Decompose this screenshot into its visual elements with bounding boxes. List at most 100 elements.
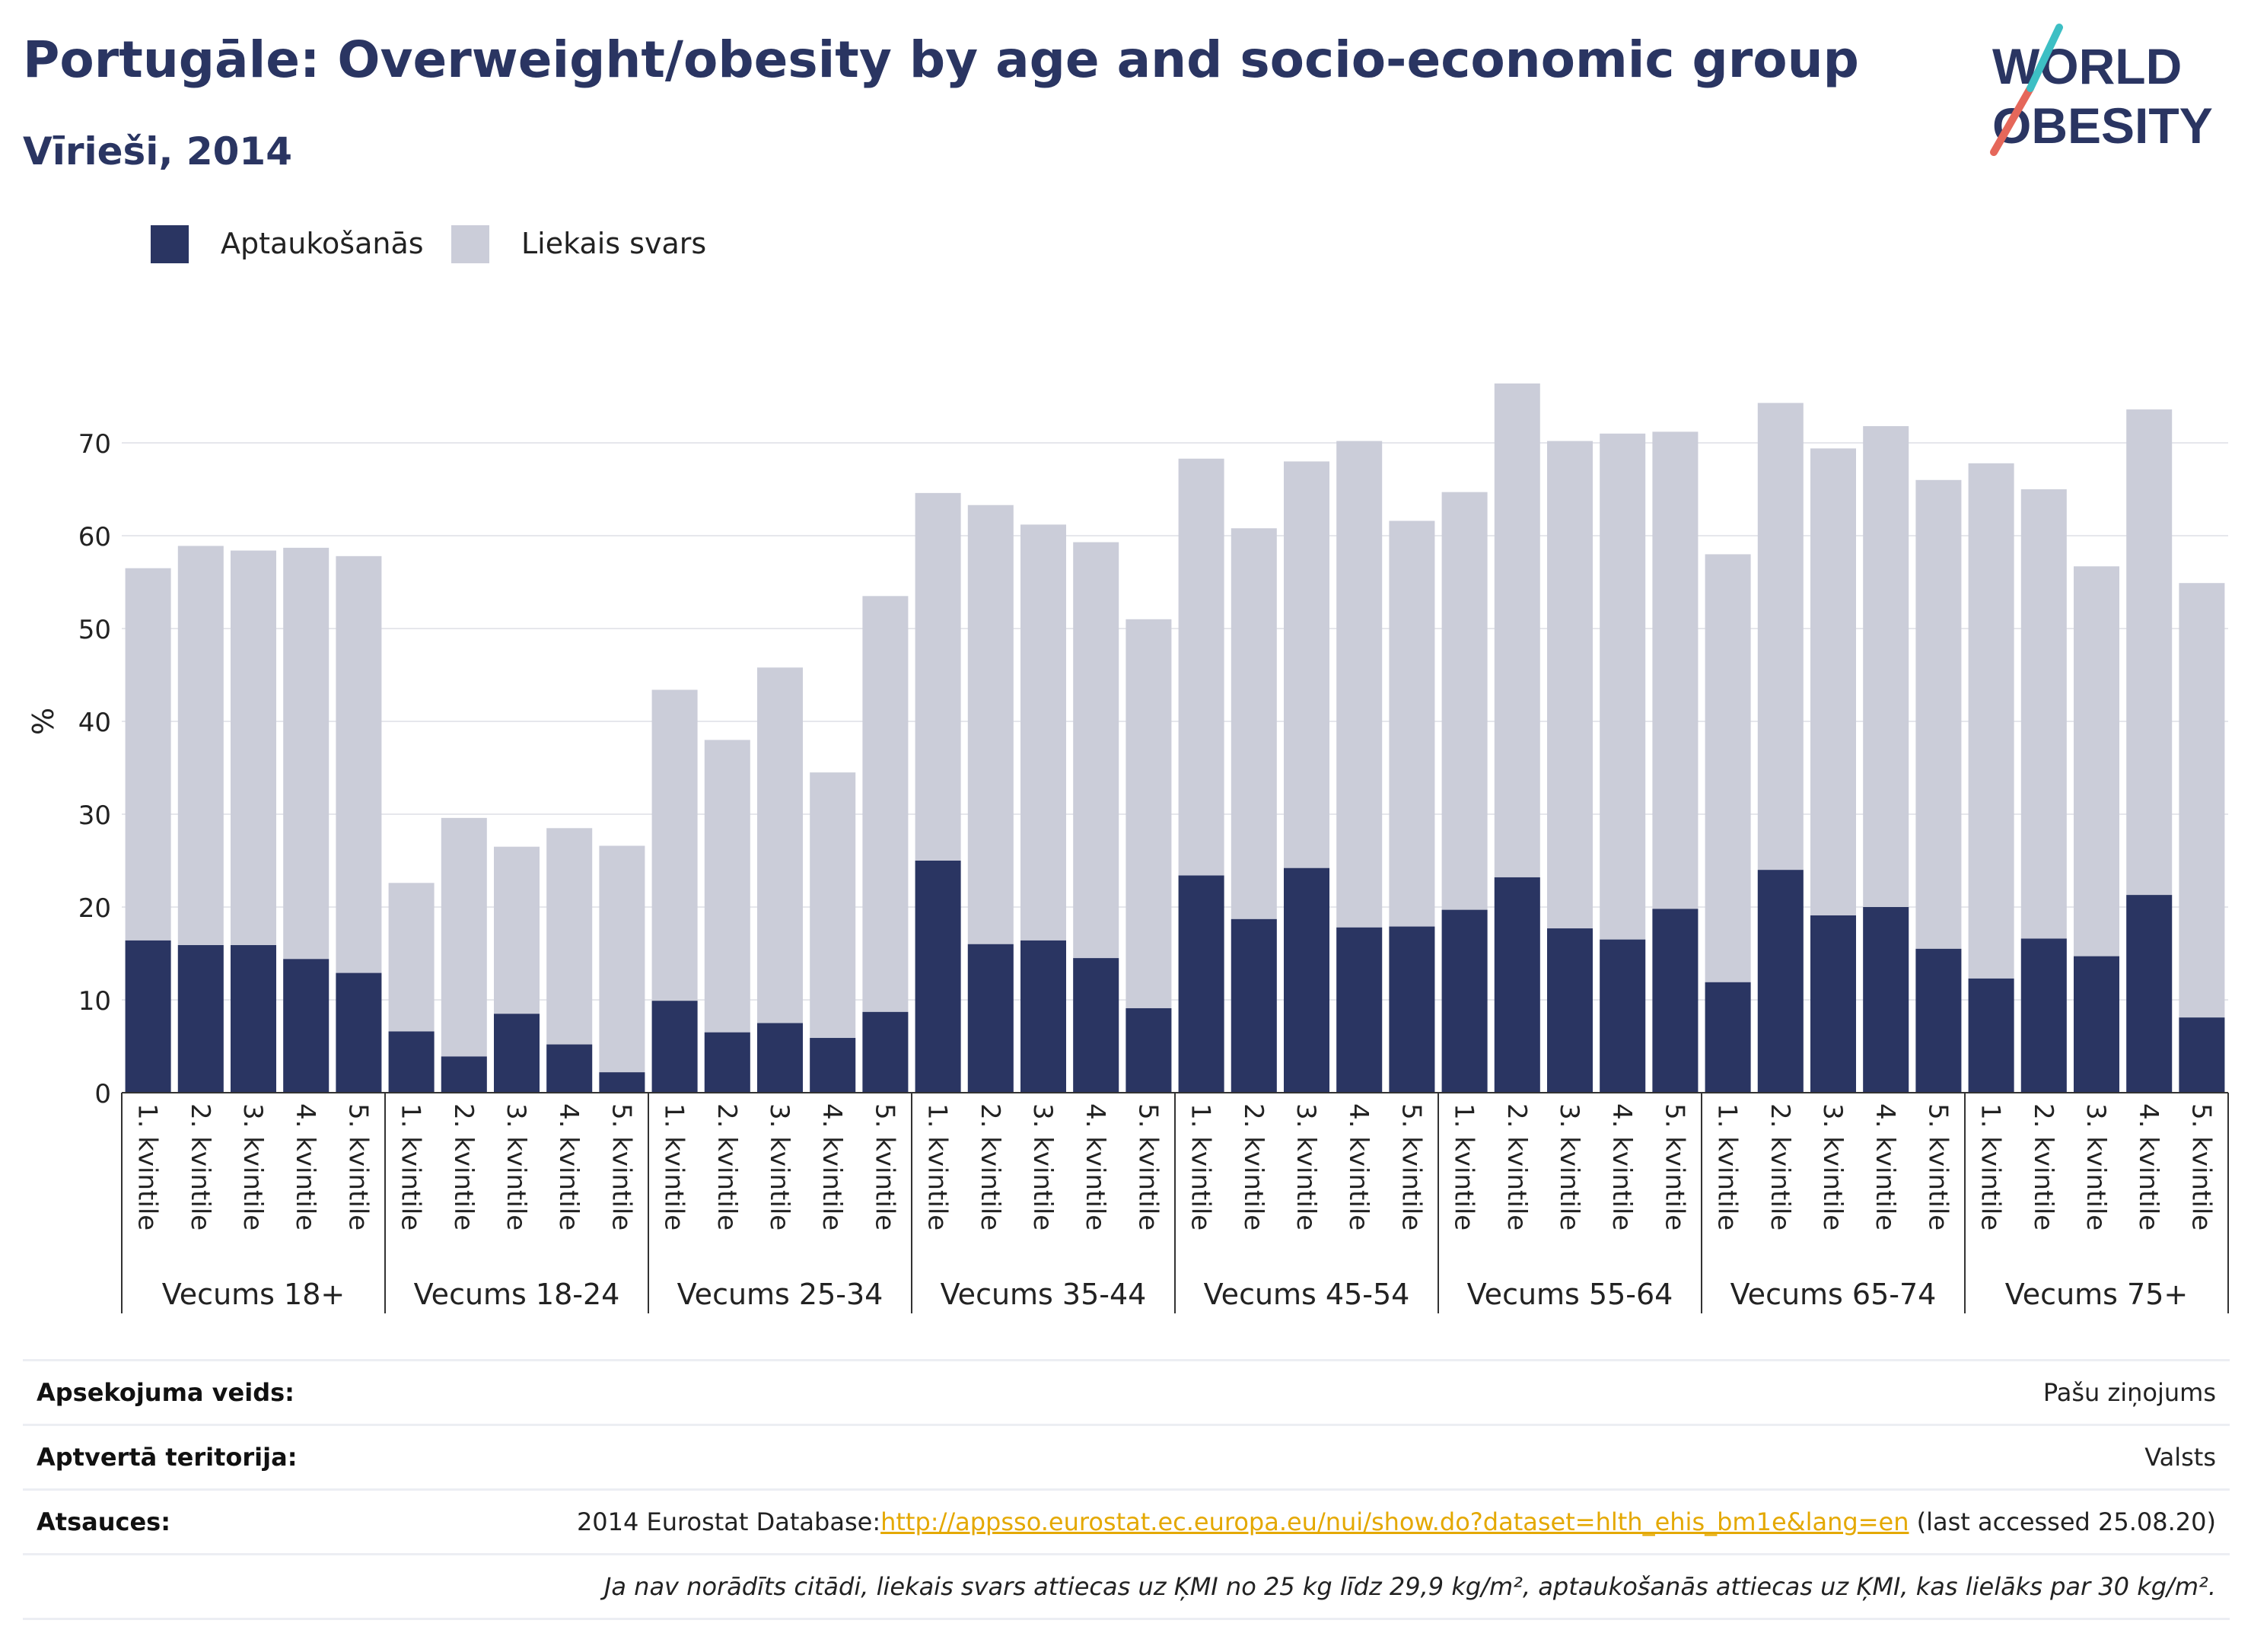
x-tick-label-g3-q3: 3. kvintile	[764, 1103, 794, 1230]
x-tick-label-g8-q1: 1. kvintile	[1976, 1103, 2006, 1230]
x-tick-label-g3-q4: 4. kvintile	[817, 1103, 847, 1230]
bar-overweight-g3-q3	[757, 667, 803, 1093]
x-tick-label-g3-q5: 5. kvintile	[869, 1103, 899, 1230]
x-tick-label-g4-q3: 3. kvintile	[1027, 1103, 1058, 1230]
bar-obesity-g2-q3	[494, 1014, 540, 1093]
bar-obesity-g7-q1	[1705, 982, 1751, 1093]
bar-overweight-g3-q5	[862, 596, 909, 1093]
x-tick-label-g8-q2: 2. kvintile	[2028, 1103, 2058, 1230]
bar-obesity-g6-q3	[1547, 928, 1593, 1093]
bar-obesity-g3-q5	[862, 1011, 909, 1093]
bar-obesity-g4-q2	[967, 944, 1014, 1093]
bar-obesity-g5-q5	[1389, 926, 1435, 1093]
bar-obesity-g7-q3	[1810, 915, 1856, 1093]
y-tick-label-0: 0	[94, 1079, 111, 1109]
chart-subtitle: Vīrieši, 2014	[23, 129, 293, 173]
bar-obesity-g7-q2	[1757, 870, 1804, 1093]
x-tick-label-g1-q1: 1. kvintile	[132, 1103, 163, 1230]
bar-obesity-g6-q4	[1600, 939, 1646, 1093]
info-row-references: Atsauces: 2014 Eurostat Database:http://…	[23, 1488, 2230, 1553]
x-tick-label-g6-q2: 2. kvintile	[1501, 1103, 1532, 1230]
y-tick-label-30: 30	[78, 801, 111, 831]
x-tick-label-g5-q5: 5. kvintile	[1396, 1103, 1426, 1230]
x-tick-label-g4-q4: 4. kvintile	[1080, 1103, 1110, 1230]
x-tick-label-g2-q3: 3. kvintile	[501, 1103, 531, 1230]
group-label-2: Vecums 18-24	[414, 1278, 620, 1311]
x-tick-label-g7-q1: 1. kvintile	[1712, 1103, 1743, 1230]
y-tick-label-10: 10	[78, 986, 111, 1017]
bar-obesity-g4-q4	[1073, 958, 1119, 1093]
survey-value: Pašu ziņojums	[2042, 1378, 2216, 1407]
bar-obesity-g1-q1	[125, 940, 171, 1093]
group-label-6: Vecums 55-64	[1467, 1278, 1673, 1311]
territory-value: Valsts	[2144, 1443, 2216, 1472]
bar-obesity-g3-q1	[651, 1001, 698, 1093]
info-table: Apsekojuma veids: Pašu ziņojums Aptvertā…	[23, 1359, 2230, 1620]
y-axis-label: %	[27, 708, 60, 735]
bar-obesity-g6-q1	[1441, 909, 1488, 1093]
references-link[interactable]: http://appsso.eurostat.ec.europa.eu/nui/…	[880, 1507, 1909, 1536]
legend-label-overweight: Liekais svars	[521, 227, 707, 260]
world-obesity-logo: WORLD OBESITY	[1990, 24, 2213, 156]
x-tick-label-g5-q1: 1. kvintile	[1186, 1103, 1216, 1230]
x-tick-label-g6-q1: 1. kvintile	[1449, 1103, 1479, 1230]
x-tick-label-g7-q4: 4. kvintile	[1870, 1103, 1900, 1230]
x-tick-label-g2-q2: 2. kvintile	[448, 1103, 479, 1230]
bar-obesity-g7-q4	[1863, 907, 1909, 1093]
bar-obesity-g5-q4	[1336, 927, 1383, 1093]
legend-swatch-obesity	[151, 225, 189, 263]
bar-obesity-g8-q1	[1968, 978, 2014, 1093]
bar-obesity-g4-q1	[915, 861, 961, 1093]
x-tick-label-g7-q2: 2. kvintile	[1765, 1103, 1795, 1230]
references-prefix: 2014 Eurostat Database:	[576, 1507, 881, 1536]
x-tick-label-g6-q5: 5. kvintile	[1659, 1103, 1689, 1230]
references-label: Atsauces:	[37, 1507, 170, 1536]
logo-line-2: OBESITY	[1992, 97, 2213, 154]
x-tick-label-g1-q5: 5. kvintile	[342, 1103, 373, 1230]
bar-overweight-g2-q5	[599, 845, 645, 1093]
x-tick-label-g6-q3: 3. kvintile	[1554, 1103, 1584, 1230]
bar-obesity-g2-q2	[441, 1056, 487, 1093]
info-row-note: Ja nav norādīts citādi, liekais svars at…	[23, 1553, 2230, 1620]
bar-chart: 0 10 20 30 40 50 60 70% 1. kvintile 2. kvintile 3.…	[27, 383, 2229, 1313]
info-row-survey: Apsekojuma veids: Pašu ziņojums	[23, 1359, 2230, 1424]
survey-label: Apsekojuma veids:	[37, 1378, 295, 1407]
group-label-1: Vecums 18+	[162, 1278, 345, 1311]
x-tick-label-g7-q3: 3. kvintile	[1817, 1103, 1848, 1230]
x-tick-label-g4-q2: 2. kvintile	[975, 1103, 1005, 1230]
bar-obesity-g8-q5	[2179, 1017, 2225, 1093]
bar-obesity-g1-q4	[283, 959, 330, 1093]
bar-obesity-g4-q5	[1126, 1007, 1172, 1093]
x-tick-label-g4-q5: 5. kvintile	[1132, 1103, 1163, 1230]
bar-obesity-g7-q5	[1915, 948, 1962, 1093]
definition-note: Ja nav norādīts citādi, liekais svars at…	[603, 1572, 2216, 1601]
bar-obesity-g8-q3	[2074, 956, 2119, 1093]
legend-swatch-overweight	[451, 225, 489, 263]
bar-obesity-g4-q3	[1020, 940, 1066, 1093]
x-tick-label-g5-q4: 4. kvintile	[1343, 1103, 1374, 1230]
x-tick-label-g3-q1: 1. kvintile	[659, 1103, 689, 1230]
x-tick-label-g6-q4: 4. kvintile	[1606, 1103, 1637, 1230]
bar-obesity-g1-q5	[336, 972, 382, 1093]
group-label-4: Vecums 35-44	[941, 1278, 1147, 1311]
bar-obesity-g5-q3	[1284, 867, 1329, 1093]
y-tick-label-20: 20	[78, 893, 111, 924]
logo-slash-teal	[2027, 24, 2063, 92]
references-value: 2014 Eurostat Database:http://appsso.eur…	[577, 1507, 2216, 1536]
references-suffix: (last accessed 25.08.20)	[1909, 1507, 2216, 1536]
bar-obesity-g8-q2	[2020, 938, 2067, 1093]
logo-slash-red	[1990, 84, 2034, 156]
bar-obesity-g1-q2	[177, 945, 224, 1093]
bar-obesity-g2-q5	[599, 1072, 645, 1093]
bar-obesity-g2-q1	[388, 1031, 435, 1093]
y-tick-label-70: 70	[78, 429, 111, 460]
legend-label-obesity: Aptaukošanās	[221, 227, 424, 260]
bar-obesity-g6-q5	[1652, 909, 1699, 1093]
x-tick-label-g1-q2: 2. kvintile	[185, 1103, 215, 1230]
x-tick-label-g3-q2: 2. kvintile	[712, 1103, 742, 1230]
bar-obesity-g3-q3	[757, 1023, 803, 1093]
logo-line-1: WORLD	[1992, 38, 2182, 94]
territory-label: Aptvertā teritorija:	[37, 1443, 298, 1472]
x-tick-label-g1-q3: 3. kvintile	[237, 1103, 268, 1230]
bar-obesity-g2-q4	[546, 1044, 593, 1093]
